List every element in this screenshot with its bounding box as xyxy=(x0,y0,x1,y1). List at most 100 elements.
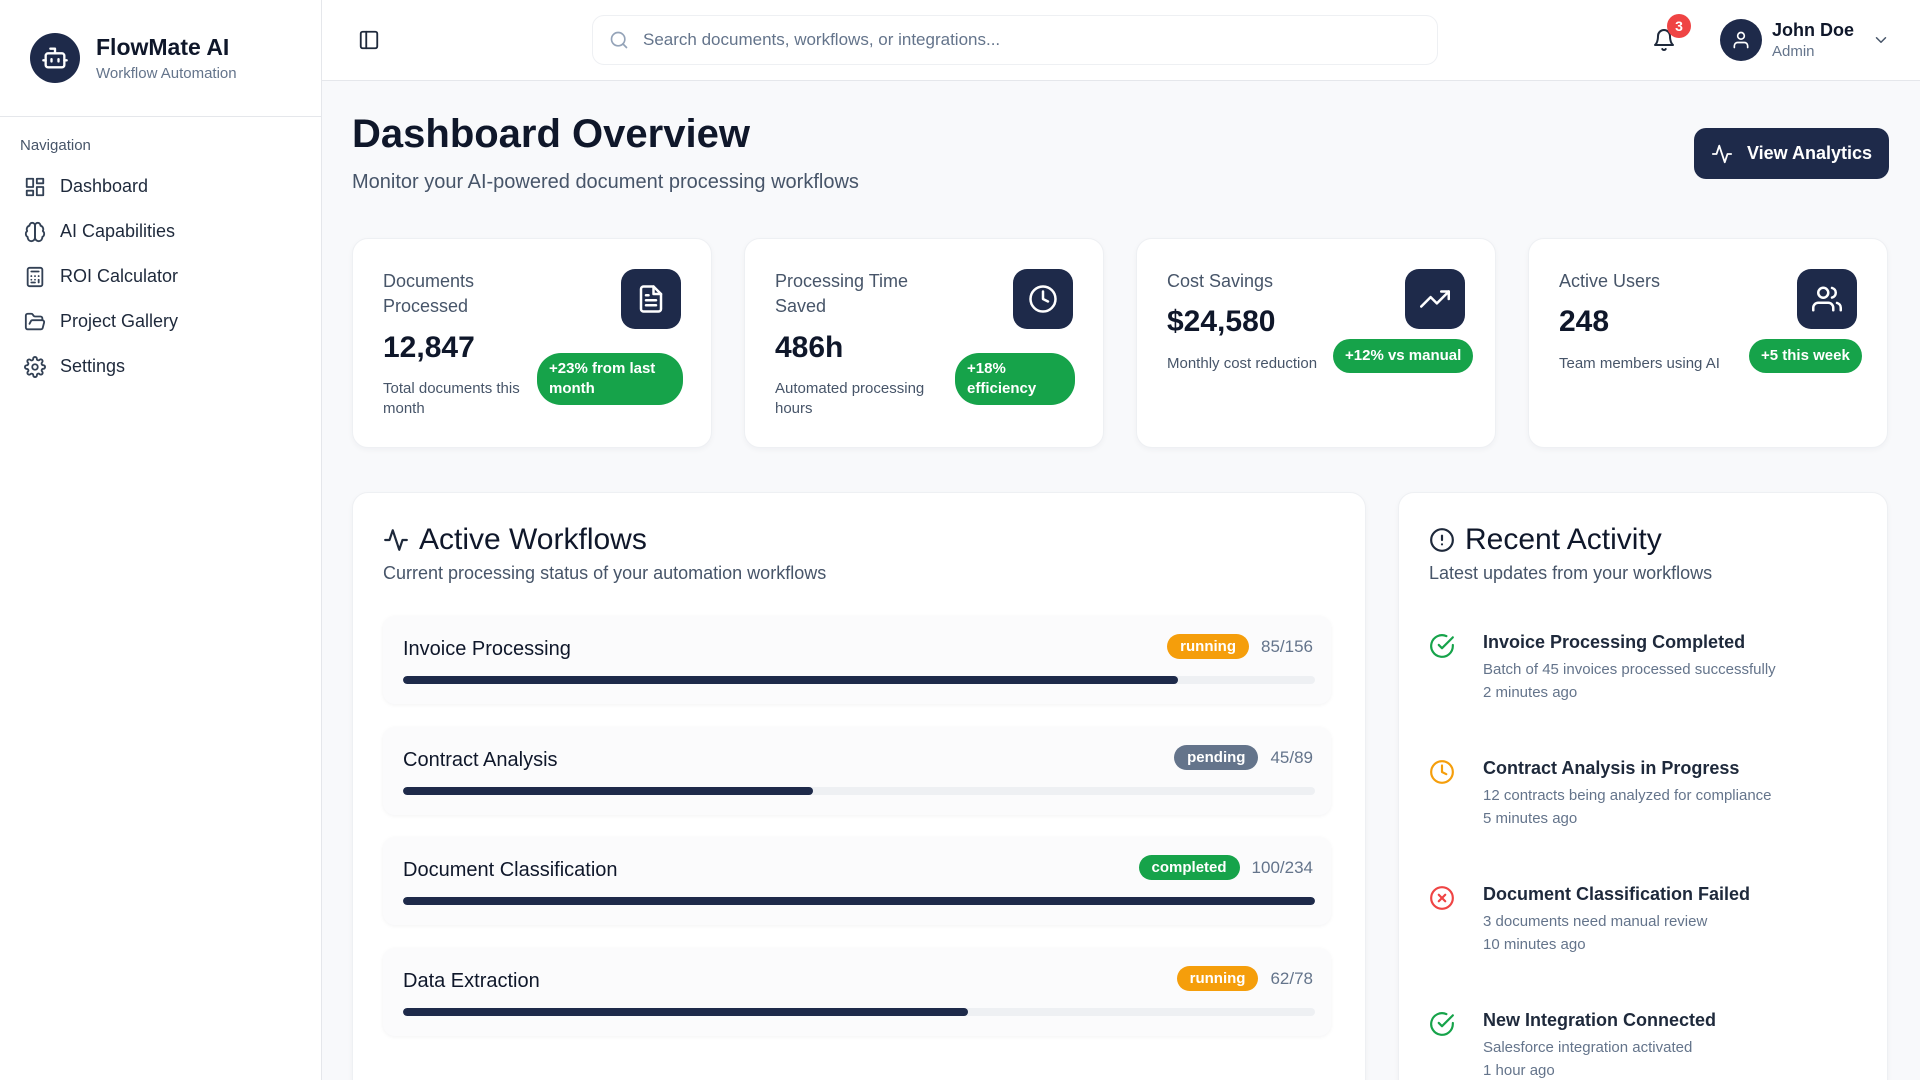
workflow-row[interactable]: Contract Analysis pending 45/89 xyxy=(383,727,1331,815)
page-subtitle: Monitor your AI-powered document process… xyxy=(352,171,859,193)
search-icon xyxy=(609,30,629,50)
panel-title: Recent Activity xyxy=(1465,523,1662,556)
sidebar-item-settings[interactable]: Settings xyxy=(0,344,321,389)
activity-title: Contract Analysis in Progress xyxy=(1483,758,1740,778)
stat-label: Cost Savings xyxy=(1167,271,1274,291)
panel-header: Recent Activity xyxy=(1429,523,1662,557)
stat-change-badge: +23% from last month xyxy=(537,353,683,405)
calculator-icon xyxy=(24,266,46,288)
stat-change-badge: +5 this week xyxy=(1749,339,1862,373)
panel-subtitle: Latest updates from your workflows xyxy=(1429,563,1713,583)
bot-icon xyxy=(30,33,80,83)
progress-fill xyxy=(403,676,1179,684)
activity-description: 12 contracts being analyzed for complian… xyxy=(1483,787,1772,804)
check-circle-icon xyxy=(1429,1011,1455,1037)
workflow-name: Document Classification xyxy=(403,859,618,881)
activity-time: 1 hour ago xyxy=(1483,1062,1555,1079)
sidebar-item-roi-calculator[interactable]: ROI Calculator xyxy=(0,254,321,299)
activity-description: Batch of 45 invoices processed successfu… xyxy=(1483,661,1776,678)
workflow-row[interactable]: Document Classification completed 100/23… xyxy=(383,837,1331,925)
brand: FlowMate AI Workflow Automation xyxy=(0,0,321,117)
document-icon xyxy=(621,269,681,329)
activity-item[interactable]: Contract Analysis in Progress 12 contrac… xyxy=(1429,758,1772,827)
progress-track xyxy=(403,676,1315,684)
workflow-row[interactable]: Invoice Processing running 85/156 xyxy=(383,616,1331,704)
stat-description: Monthly cost reduction xyxy=(1167,355,1318,372)
activity-time: 10 minutes ago xyxy=(1483,936,1586,953)
stat-value: 486h xyxy=(775,331,844,364)
activity-item[interactable]: Document Classification Failed 3 documen… xyxy=(1429,884,1750,953)
sidebar-item-label: ROI Calculator xyxy=(60,266,179,286)
users-icon xyxy=(1797,269,1857,329)
stat-card-active-users: Active Users 248 Team members using AI +… xyxy=(1528,238,1888,448)
panel-subtitle: Current processing status of your automa… xyxy=(383,563,827,583)
avatar xyxy=(1720,19,1762,61)
workflow-row[interactable]: Data Extraction running 62/78 xyxy=(383,948,1331,1036)
sidebar-item-ai-capabilities[interactable]: AI Capabilities xyxy=(0,209,321,254)
x-circle-icon xyxy=(1429,885,1455,911)
bell-icon[interactable] xyxy=(1652,28,1676,52)
search-box xyxy=(592,15,1438,65)
user-name: John Doe xyxy=(1772,20,1855,40)
view-analytics-button[interactable]: View Analytics xyxy=(1694,128,1889,179)
sidebar-item-label: Dashboard xyxy=(60,176,149,196)
activity-item[interactable]: Invoice Processing Completed Batch of 45… xyxy=(1429,632,1776,701)
stat-description: Total documents this month xyxy=(383,380,520,417)
activity-time: 2 minutes ago xyxy=(1483,684,1578,701)
stat-card-cost-savings: Cost Savings $24,580 Monthly cost reduct… xyxy=(1136,238,1496,448)
check-circle-icon xyxy=(1429,633,1455,659)
panel-title: Active Workflows xyxy=(419,523,647,556)
user-menu[interactable]: John Doe Admin xyxy=(1720,19,1890,61)
alert-circle-icon xyxy=(1429,527,1455,553)
activity-description: 3 documents need manual review xyxy=(1483,913,1708,930)
progress-track xyxy=(403,897,1315,905)
stat-change-badge: +18% efficiency xyxy=(955,353,1075,405)
status-badge: running xyxy=(1176,966,1259,991)
activity-description: Salesforce integration activated xyxy=(1483,1039,1693,1056)
workflow-count: 100/234 xyxy=(1251,857,1313,877)
progress-fill xyxy=(403,787,814,795)
sidebar-item-label: Project Gallery xyxy=(60,311,179,331)
progress-track xyxy=(403,1008,1315,1016)
stat-card-processing-time: Processing Time Saved 486h Automated pro… xyxy=(744,238,1104,448)
progress-fill xyxy=(403,1008,969,1016)
sidebar: FlowMate AI Workflow Automation Navigati… xyxy=(0,0,322,1080)
sidebar-toggle-icon[interactable] xyxy=(358,29,380,51)
status-badge: pending xyxy=(1174,745,1259,770)
gear-icon xyxy=(24,355,46,378)
workflow-count: 45/89 xyxy=(1270,747,1313,767)
workflow-name: Data Extraction xyxy=(403,970,540,992)
workflow-name: Invoice Processing xyxy=(403,638,571,660)
workflow-count: 85/156 xyxy=(1261,636,1313,656)
clock-icon xyxy=(1429,759,1455,785)
stat-value: 248 xyxy=(1559,305,1610,338)
recent-activity-panel: Recent Activity Latest updates from your… xyxy=(1398,492,1888,1080)
status-badge: running xyxy=(1167,634,1249,659)
topbar: 3 John Doe Admin xyxy=(322,0,1920,81)
sidebar-item-label: Settings xyxy=(60,356,126,376)
view-analytics-label: View Analytics xyxy=(1746,143,1873,163)
search-input[interactable] xyxy=(643,30,1403,50)
stat-description: Team members using AI xyxy=(1559,355,1720,372)
stat-value: $24,580 xyxy=(1167,305,1276,338)
user-role: Admin xyxy=(1772,43,1815,60)
folder-icon xyxy=(24,311,46,333)
sidebar-item-project-gallery[interactable]: Project Gallery xyxy=(0,299,321,344)
activity-title: Invoice Processing Completed xyxy=(1483,632,1746,652)
status-badge: completed xyxy=(1138,855,1240,880)
progress-track xyxy=(403,787,1315,795)
activity-icon xyxy=(1711,143,1733,165)
notification-badge: 3 xyxy=(1667,14,1691,38)
stat-description: Automated processing hours xyxy=(775,380,925,417)
stat-label: Active Users xyxy=(1559,271,1661,291)
activity-icon xyxy=(383,527,409,553)
workflow-count: 62/78 xyxy=(1270,968,1313,988)
grid-icon xyxy=(24,176,46,198)
sidebar-item-dashboard[interactable]: Dashboard xyxy=(0,164,321,209)
nav-heading: Navigation xyxy=(20,137,91,154)
activity-time: 5 minutes ago xyxy=(1483,810,1578,827)
sidebar-nav: Dashboard AI Capabilities ROI Calculator… xyxy=(0,164,321,389)
activity-item[interactable]: New Integration Connected Salesforce int… xyxy=(1429,1010,1716,1079)
stat-label: Processing Time Saved xyxy=(775,271,909,316)
active-workflows-panel: Active Workflows Current processing stat… xyxy=(352,492,1366,1080)
